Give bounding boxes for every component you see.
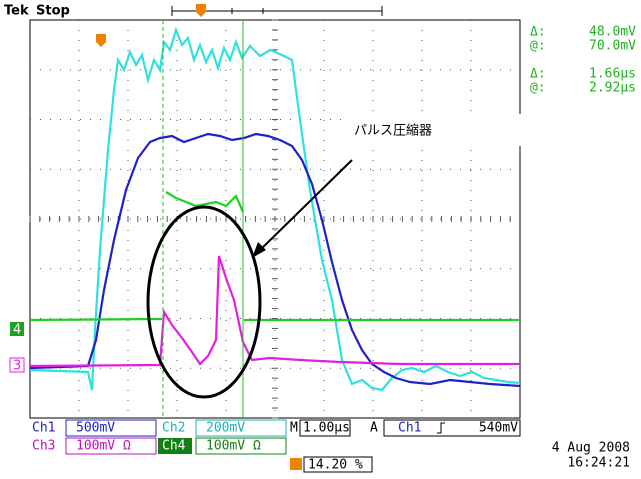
highlight-ellipse [146, 205, 262, 399]
arrow-line [257, 159, 353, 253]
ch1-scale: 500mV [76, 421, 115, 436]
ch2-box [195, 419, 287, 437]
ch3-label: Ch3 [32, 439, 55, 454]
time: 16:24:21 [567, 456, 630, 471]
ch2-scale: 200mV [206, 421, 245, 436]
ch4-trace-left [29, 317, 163, 322]
ch4-marker [10, 322, 24, 336]
date: 4 Aug 2008 [552, 441, 630, 456]
ch4-label: Ch4 [162, 439, 186, 454]
at-label: @: [530, 81, 546, 96]
brand: Tek [4, 4, 29, 19]
trigger-box [383, 419, 521, 437]
time-scale: 1.00µs [303, 421, 350, 436]
status: Stop [36, 4, 70, 19]
at-value: 70.0mV [589, 39, 636, 54]
trigger-pos-icon [290, 458, 302, 470]
annotation-bg [350, 114, 522, 146]
ch1-trace [29, 132, 521, 388]
ch3-box [65, 437, 157, 455]
delta-value: 1.66µs [589, 67, 636, 82]
cursor-readouts: Δ: 48.0mV @: 70.0mV Δ: 1.66µs @: 2.92µs [530, 25, 636, 96]
delta-value: 48.0mV [589, 25, 636, 40]
at-label: @: [530, 39, 546, 54]
ch1-box [65, 419, 157, 437]
ch4-marker-label: 4 [13, 323, 21, 338]
record-bracket [171, 6, 383, 16]
trigger-position: 14.20 % [308, 458, 363, 473]
slope-icon [437, 422, 445, 434]
at-value: 2.92µs [589, 81, 636, 96]
ch4-trace-mid [165, 191, 245, 213]
ch4-scale: 100mV Ω [206, 439, 261, 454]
time-label: M [290, 421, 298, 436]
traces [29, 26, 521, 392]
ch4-box [195, 437, 287, 455]
ch2-trace [29, 26, 521, 392]
trigger-pos-box [303, 456, 373, 473]
ch4-label-bg [158, 438, 192, 454]
time-box [299, 419, 351, 437]
ch2-label: Ch2 [162, 421, 185, 436]
delta-label: Δ: [530, 67, 546, 82]
ch3-marker-label: 3 [13, 359, 21, 374]
ch3-scale: 100mV Ω [76, 439, 131, 454]
trigger-marker [96, 34, 106, 47]
trigger-label: A [370, 421, 378, 436]
trigger-position-marker [196, 4, 206, 17]
delta-label: Δ: [530, 25, 546, 40]
ch1-label: Ch1 [32, 421, 55, 436]
trigger-source: Ch1 [398, 421, 421, 436]
arrow-head [252, 242, 266, 258]
settings: Ch1 500mV Ch2 200mV M 1.00µs A Ch1 540mV… [32, 419, 630, 473]
trigger-level: 540mV [479, 421, 518, 436]
ch3-trace [29, 255, 520, 368]
ch3-marker [9, 357, 25, 373]
annotation: パルス圧縮器 [354, 123, 432, 139]
